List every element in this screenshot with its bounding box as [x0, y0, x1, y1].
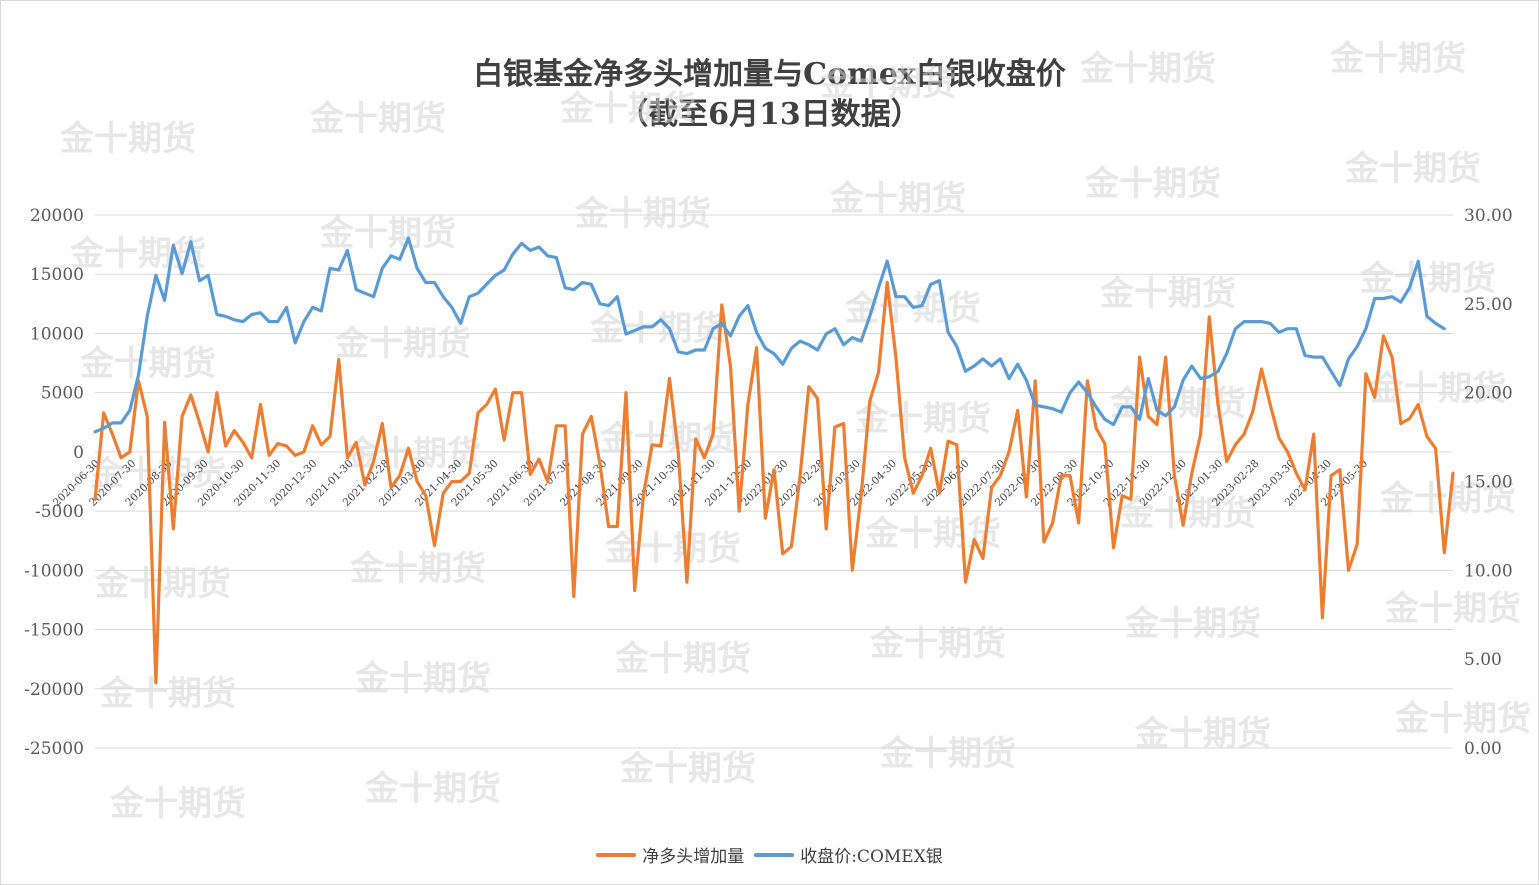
- watermark-text: 金十期货: [99, 674, 236, 714]
- watermark-text: 金十期货: [1384, 589, 1521, 629]
- legend-swatch-net-long: [596, 852, 637, 857]
- watermark-text: 金十期货: [604, 529, 741, 569]
- right-axis-tick-label: 0.00: [1464, 739, 1502, 759]
- right-axis-tick-label: 15.00: [1464, 473, 1513, 493]
- right-axis-tick-label: 10.00: [1464, 561, 1513, 581]
- watermark-text: 金十期货: [879, 734, 1016, 774]
- legend-label-close-price: 收盘价:COMEX银: [800, 847, 943, 867]
- legend-label-net-long: 净多头增加量: [642, 847, 745, 867]
- watermark-text: 金十期货: [1099, 274, 1236, 314]
- watermark-text: 金十期货: [1329, 39, 1466, 79]
- left-axis-tick-label: 10000: [30, 324, 84, 344]
- watermark-text: 金十期货: [349, 549, 486, 589]
- chart-subtitle: （截至6月13日数据）: [618, 97, 921, 132]
- left-axis-tick-label: -10000: [24, 561, 84, 581]
- series-line-close-price: [93, 236, 1446, 434]
- left-axis-tick-label: 5000: [41, 384, 84, 404]
- chart-title: 白银基金净多头增加量与Comex白银收盘价: [473, 57, 1066, 92]
- watermark-text: 金十期货: [59, 119, 196, 159]
- left-axis-tick-label: -15000: [24, 621, 84, 641]
- watermark-text: 金十期货: [319, 214, 456, 254]
- watermark-text: 金十期货: [69, 234, 206, 274]
- left-axis-tick-label: -25000: [24, 739, 84, 759]
- left-axis-tick-label: -20000: [24, 680, 84, 700]
- right-axis-tick-label: 20.00: [1464, 384, 1513, 404]
- watermark-text: 金十期货: [869, 624, 1006, 664]
- watermark-text: 金十期货: [1394, 699, 1531, 739]
- watermark-text: 金十期货: [89, 454, 226, 494]
- watermark-text: 金十期货: [614, 639, 751, 679]
- right-axis-tick-label: 25.00: [1464, 295, 1513, 315]
- watermark-text: 金十期货: [354, 659, 491, 699]
- series-line-net-long: [93, 280, 1455, 685]
- right-axis-tick-label: 30.00: [1464, 206, 1513, 226]
- watermark-text: 金十期货: [1084, 164, 1221, 204]
- watermark-text: 金十期货: [109, 784, 246, 824]
- watermark-text: 金十期货: [1369, 369, 1506, 409]
- watermark-text: 金十期货: [864, 514, 1001, 554]
- watermark-text: 金十期货: [854, 399, 991, 439]
- legend-swatch-close-price: [754, 852, 795, 857]
- watermark-text: 金十期货: [589, 309, 726, 349]
- legend-item-close-price: 收盘价:COMEX银: [754, 842, 943, 867]
- watermark-text: 金十期货: [574, 194, 711, 234]
- watermark-text: 金十期货: [1134, 714, 1271, 754]
- watermark-text: 金十期货: [559, 89, 696, 129]
- watermark-text: 金十期货: [1124, 604, 1261, 644]
- watermark-text: 金十期货: [599, 419, 736, 459]
- left-axis-tick-label: -5000: [35, 502, 84, 522]
- left-axis-tick-label: 20000: [30, 206, 84, 226]
- watermark-text: 金十期货: [829, 179, 966, 219]
- watermark-text: 金十期货: [334, 324, 471, 364]
- watermark-text: 金十期货: [364, 769, 501, 809]
- left-axis-tick-label: 0: [73, 443, 84, 463]
- watermark-text: 金十期货: [1344, 149, 1481, 189]
- left-axis-tick-label: 15000: [30, 265, 84, 285]
- watermark-text: 金十期货: [619, 749, 756, 789]
- legend-item-net-long: 净多头增加量: [596, 842, 744, 867]
- watermark-text: 金十期货: [1359, 259, 1496, 299]
- chart-legend: 净多头增加量 收盘价:COMEX银: [0, 842, 1539, 867]
- watermark-text: 金十期货: [819, 64, 956, 104]
- watermark-text: 金十期货: [79, 344, 216, 384]
- watermark-text: 金十期货: [844, 289, 981, 329]
- watermark-text: 金十期货: [1079, 49, 1216, 89]
- watermark-text: 金十期货: [1109, 384, 1246, 424]
- watermark-text: 金十期货: [309, 99, 446, 139]
- right-axis-tick-label: 5.00: [1464, 650, 1502, 670]
